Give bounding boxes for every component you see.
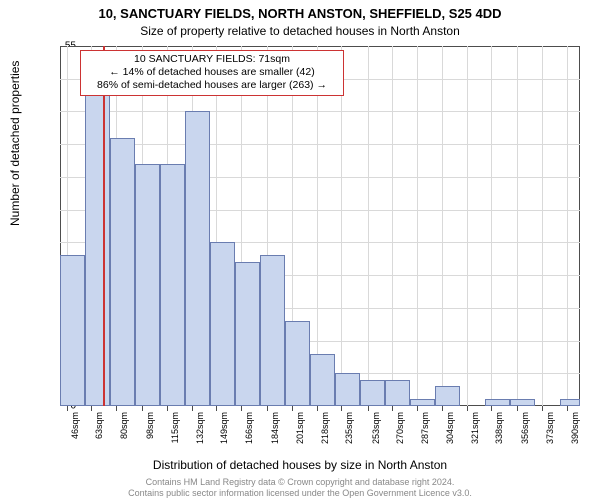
histogram-bar [335,373,360,406]
x-tick-label: 63sqm [94,412,104,439]
histogram-bar [260,255,285,406]
credits-line1: Contains HM Land Registry data © Crown c… [0,477,600,487]
histogram-bar [285,321,310,406]
x-tick [341,406,342,411]
gridline-v [317,46,318,406]
x-tick-label: 338sqm [494,412,504,444]
y-axis-title-text: Number of detached properties [8,61,22,226]
histogram-bar [85,79,110,406]
histogram-bar [185,111,210,406]
gridline-h [60,144,580,145]
histogram-bar [310,354,335,406]
histogram-bar [110,138,135,406]
x-tick-label: 390sqm [570,412,580,444]
gridline-v [417,46,418,406]
histogram-bar [235,262,260,406]
x-tick-label: 98sqm [145,412,155,439]
x-tick [241,406,242,411]
gridline-v [341,46,342,406]
x-tick-label: 80sqm [119,412,129,439]
x-tick [116,406,117,411]
callout-line1: 10 SANCTUARY FIELDS: 71sqm [87,53,337,66]
callout-box: 10 SANCTUARY FIELDS: 71sqm ← 14% of deta… [80,50,344,96]
gridline-v [517,46,518,406]
x-tick-label: 270sqm [395,412,405,444]
x-tick [491,406,492,411]
histogram-bar [485,399,510,406]
x-tick-label: 184sqm [270,412,280,444]
x-tick [442,406,443,411]
histogram-bar [385,380,410,406]
x-tick [417,406,418,411]
x-tick [467,406,468,411]
callout-line2: ← 14% of detached houses are smaller (42… [87,66,337,79]
histogram-bar [360,380,385,406]
y-axis-title: Number of detached properties [8,61,22,226]
histogram-bar [210,242,235,406]
x-tick-label: 166sqm [244,412,254,444]
x-tick-label: 201sqm [295,412,305,444]
x-tick [216,406,217,411]
x-tick [91,406,92,411]
histogram-bar [135,164,160,406]
x-tick-label: 115sqm [170,412,180,443]
x-tick [167,406,168,411]
callout-line3: 86% of semi-detached houses are larger (… [87,79,337,92]
gridline-v [567,46,568,406]
x-tick-label: 132sqm [195,412,205,444]
x-axis-title: Distribution of detached houses by size … [0,458,600,472]
histogram-bar [160,164,185,406]
x-tick [317,406,318,411]
x-tick [368,406,369,411]
x-tick-label: 149sqm [219,412,229,444]
gridline-v [442,46,443,406]
x-tick [392,406,393,411]
x-tick-label: 304sqm [445,412,455,444]
gridline-v [368,46,369,406]
histogram-bar [60,255,85,406]
marker-line [103,46,105,406]
histogram-bar [410,399,435,406]
x-tick [267,406,268,411]
histogram-bar [560,399,580,406]
gridline-h [60,111,580,112]
credits: Contains HM Land Registry data © Crown c… [0,477,600,498]
x-tick-label: 235sqm [344,412,354,444]
plot-area [60,46,580,406]
chart-title: 10, SANCTUARY FIELDS, NORTH ANSTON, SHEF… [0,6,600,21]
gridline-v [542,46,543,406]
x-tick-label: 356sqm [520,412,530,444]
histogram-bar [510,399,535,406]
gridline-v [392,46,393,406]
x-tick [567,406,568,411]
x-tick-label: 287sqm [420,412,430,444]
chart-subtitle: Size of property relative to detached ho… [0,24,600,38]
x-tick-label: 321sqm [470,412,480,444]
x-tick [67,406,68,411]
credits-line2: Contains public sector information licen… [0,488,600,498]
x-tick-label: 46sqm [70,412,80,439]
gridline-v [491,46,492,406]
x-tick [517,406,518,411]
x-tick [292,406,293,411]
x-tick [192,406,193,411]
x-tick [542,406,543,411]
x-tick-label: 253sqm [371,412,381,444]
gridline-v [467,46,468,406]
x-tick-label: 218sqm [320,412,330,444]
histogram-bar [435,386,460,406]
x-tick-label: 373sqm [545,412,555,444]
x-tick [142,406,143,411]
